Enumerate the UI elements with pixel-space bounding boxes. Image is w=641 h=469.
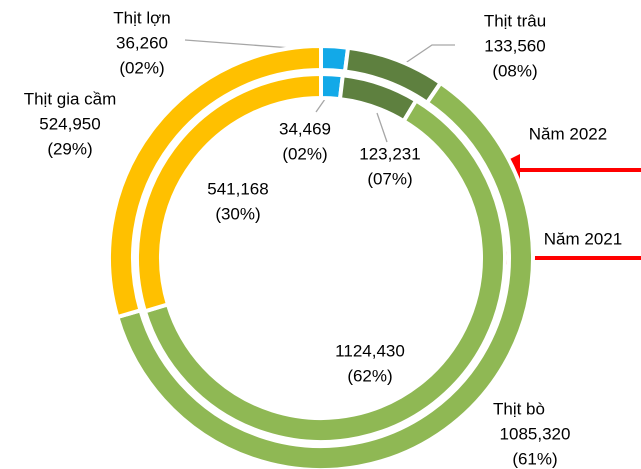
value-label: 524,950 — [39, 114, 100, 133]
percent-label: (61%) — [512, 449, 557, 468]
donut-segment — [107, 43, 323, 320]
category-label: Thịt gia cầm — [24, 89, 117, 108]
donut-segment — [142, 97, 507, 444]
leader-line — [376, 112, 388, 143]
percent-label: (02%) — [119, 58, 164, 77]
series-label: Năm 2022 — [529, 124, 607, 143]
value-label: 34,469 — [279, 119, 331, 138]
percent-label: (02%) — [282, 144, 327, 163]
percent-label: (30%) — [215, 204, 260, 223]
value-label: 1085,320 — [500, 424, 571, 443]
percent-label: (08%) — [492, 61, 537, 80]
category-label: Thịt lợn — [113, 8, 170, 27]
value-label: 1124,430 — [335, 341, 405, 360]
value-label: 123,231 — [359, 144, 420, 163]
leader-line — [394, 44, 455, 71]
percent-label: (07%) — [367, 169, 412, 188]
value-label: 133,560 — [484, 36, 545, 55]
category-label: Thịt trâu — [484, 11, 546, 30]
donut-segment — [135, 71, 323, 314]
series-label: Năm 2021 — [544, 229, 622, 248]
percent-label: (29%) — [47, 139, 92, 158]
value-label: 36,260 — [116, 33, 168, 52]
percent-label: (62%) — [347, 366, 392, 385]
category-label: Thịt bò — [493, 399, 545, 418]
value-label: 541,168 — [207, 179, 268, 198]
